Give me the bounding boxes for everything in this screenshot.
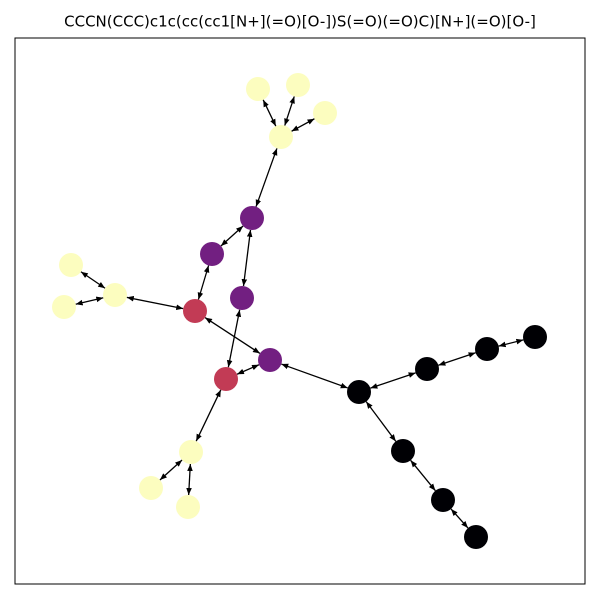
node xyxy=(415,357,439,381)
node xyxy=(103,283,127,307)
node xyxy=(391,439,415,463)
node xyxy=(240,206,264,230)
edge xyxy=(370,372,416,389)
edge xyxy=(365,401,397,442)
node xyxy=(246,77,270,101)
node xyxy=(475,337,499,361)
edge xyxy=(236,364,260,375)
edge xyxy=(159,459,183,481)
edge xyxy=(220,225,244,247)
edge xyxy=(291,118,315,132)
edge xyxy=(75,296,104,306)
edge xyxy=(197,265,210,300)
edge xyxy=(241,229,253,287)
node xyxy=(313,101,337,125)
node xyxy=(286,73,310,97)
edge xyxy=(284,96,295,126)
node xyxy=(200,242,224,266)
edge xyxy=(195,389,222,442)
node xyxy=(176,495,200,519)
node xyxy=(464,525,488,549)
node xyxy=(347,380,371,404)
node xyxy=(214,367,238,391)
node xyxy=(431,488,455,512)
edge xyxy=(410,459,436,492)
plot-frame xyxy=(14,37,586,585)
edge xyxy=(126,295,184,311)
edge xyxy=(186,463,193,496)
edge xyxy=(498,338,524,348)
edge xyxy=(255,148,278,207)
edge xyxy=(226,309,242,368)
edge xyxy=(450,508,469,529)
node xyxy=(52,295,76,319)
graph-title: CCCN(CCC)c1c(cc(cc1[N+](=O)[O-])S(=O)(=O… xyxy=(64,13,536,31)
edge xyxy=(262,99,277,127)
edge xyxy=(80,271,106,289)
node xyxy=(183,299,207,323)
node xyxy=(523,325,547,349)
node xyxy=(59,253,83,277)
node xyxy=(179,440,203,464)
edge xyxy=(281,363,348,389)
node xyxy=(139,476,163,500)
node xyxy=(269,125,293,149)
node xyxy=(258,348,282,372)
edge xyxy=(438,352,476,366)
node xyxy=(230,286,254,310)
